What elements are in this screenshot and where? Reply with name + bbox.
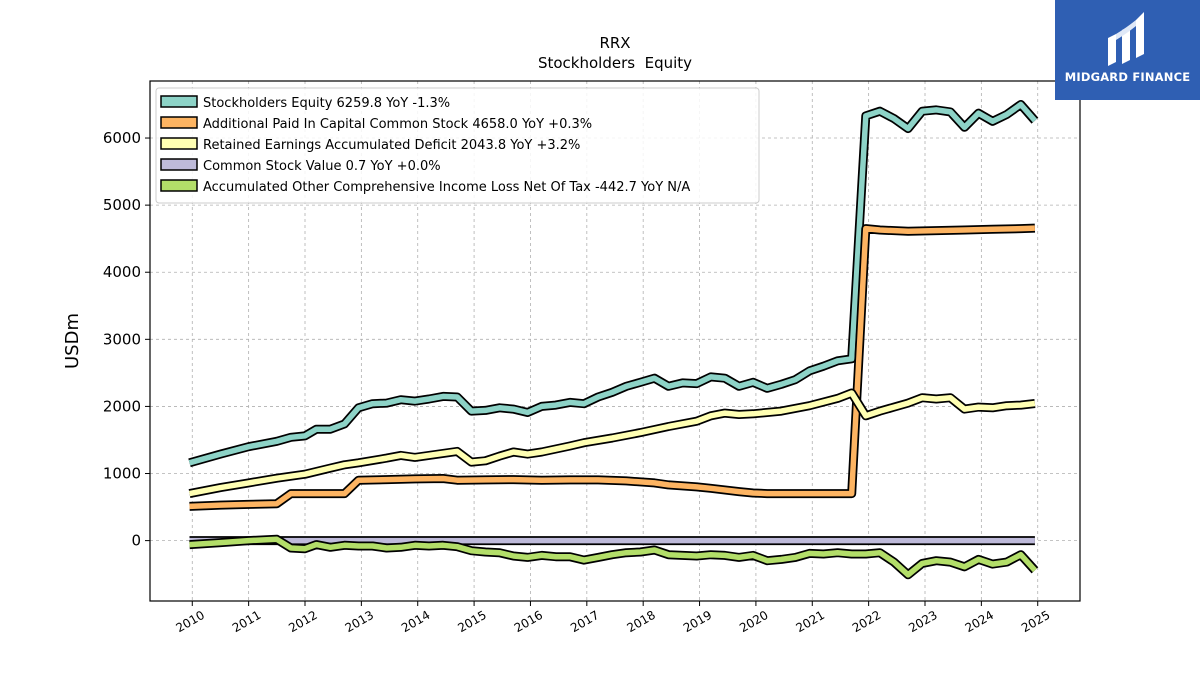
chart-title: RRX (599, 34, 630, 52)
series-line (188, 390, 1036, 497)
y-tick-label: 2000 (103, 397, 141, 415)
x-tick-label: 2016 (512, 608, 545, 635)
series-0 (188, 100, 1039, 468)
legend-label: Additional Paid In Capital Common Stock … (203, 117, 592, 132)
y-axis-label: USDm (62, 313, 83, 369)
midgard-logo-icon (1108, 12, 1144, 66)
series-line (189, 536, 1037, 578)
x-tick-label: 2013 (343, 608, 376, 635)
series-2 (188, 388, 1036, 499)
x-tick-label: 2011 (230, 608, 263, 635)
legend-label: Retained Earnings Accumulated Deficit 20… (203, 138, 580, 153)
legend-label: Stockholders Equity 6259.8 YoY -1.3% (203, 96, 450, 111)
series-4 (189, 534, 1039, 580)
x-tick-label: 2012 (286, 608, 319, 635)
y-tick-label: 3000 (103, 330, 141, 348)
x-tick-label: 2014 (399, 608, 432, 635)
x-tick-label: 2019 (681, 608, 714, 635)
x-tick-label: 2010 (174, 608, 207, 635)
x-tick-label: 2020 (737, 608, 770, 635)
x-tick-label: 2025 (1019, 608, 1052, 635)
y-tick-label: 4000 (103, 263, 141, 281)
legend-label: Accumulated Other Comprehensive Income L… (203, 180, 690, 195)
legend-label: Common Stock Value 0.7 YoY +0.0% (203, 159, 441, 174)
x-tick-label: 2024 (963, 608, 996, 635)
x-tick-label: 2023 (906, 608, 939, 635)
x-tick-label: 2015 (455, 608, 488, 635)
plot-frame (149, 80, 1081, 602)
legend-swatch (160, 179, 198, 192)
y-tick-label: 0 (131, 532, 141, 550)
y-tick-label: 5000 (103, 196, 141, 214)
series-line-outline (189, 223, 1036, 511)
legend-swatch (160, 95, 198, 108)
series-lines (188, 100, 1039, 580)
legend-swatch (160, 137, 198, 150)
legend-swatch (160, 116, 198, 129)
series-line (188, 101, 1037, 466)
brand-logo: MIDGARD FINANCE (1055, 0, 1200, 100)
series-1 (189, 223, 1036, 511)
x-tick-label: 2021 (794, 608, 827, 635)
series-line (189, 225, 1035, 510)
legend-box (155, 87, 760, 204)
y-tick-label: 6000 (103, 129, 141, 147)
chart-subtitle: Stockholders Equity (538, 54, 692, 72)
legend: Stockholders Equity 6259.8 YoY -1.3% Addi… (155, 87, 760, 204)
brand-name: MIDGARD FINANCE (1064, 70, 1191, 84)
x-tick-label: 2022 (850, 608, 883, 635)
x-tick-label: 2018 (624, 608, 657, 635)
x-tick-label: 2017 (568, 608, 601, 635)
y-tick-label: 1000 (103, 465, 141, 483)
legend-swatch (160, 158, 198, 171)
